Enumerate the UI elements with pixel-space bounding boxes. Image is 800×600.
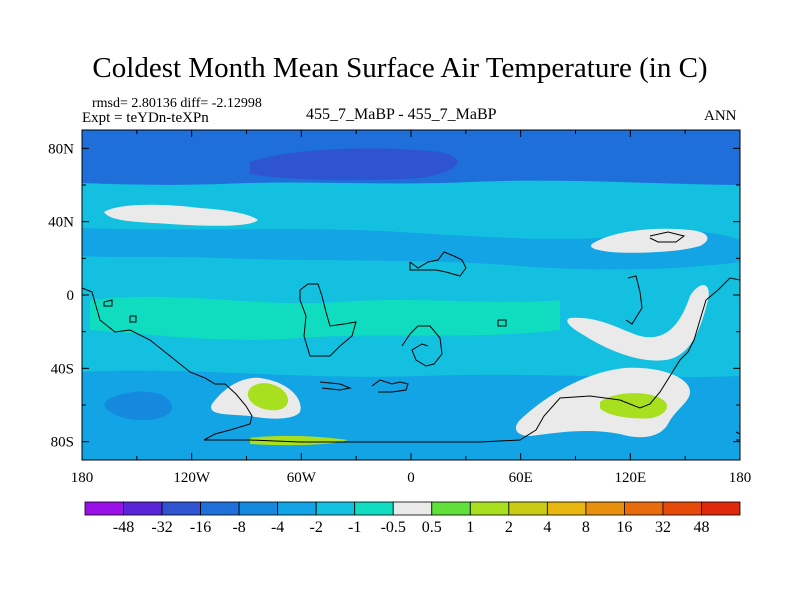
colorbar-box	[624, 501, 664, 516]
colorbar-label: 8	[582, 519, 590, 536]
y-axis: 80N 40N 0 40S 80S	[48, 141, 740, 451]
colorbar-label: 4	[543, 519, 551, 536]
x-tick-label: 180	[71, 470, 94, 486]
y-tick-label: 40N	[48, 215, 74, 231]
region-subtropical-band	[82, 228, 740, 270]
coastline-overlay	[82, 231, 740, 443]
chart-title: Coldest Month Mean Surface Air Temperatu…	[92, 52, 708, 84]
colorbar-box	[508, 501, 548, 516]
colorbar-label: -2	[310, 519, 323, 536]
colorbar-label: -0.5	[381, 519, 406, 536]
colorbar-label: 32	[655, 519, 671, 536]
colorbar-box	[238, 501, 279, 516]
colorbar-box	[392, 501, 433, 516]
colorbar-label: 1	[466, 519, 474, 536]
stats-experiment: Expt = teYDn-teXPn	[82, 110, 209, 126]
y-tick-label: 80S	[51, 435, 74, 451]
x-tick-label: 120E	[614, 470, 646, 486]
colorbar-box	[431, 501, 471, 516]
stats-rmsd-diff: rmsd= 2.80136 diff= -2.12998	[92, 96, 262, 111]
colorbar-label: -16	[190, 519, 211, 536]
colorbar-box	[123, 501, 163, 516]
colorbar: -48 -32 -16 -8 -4 -2 -1 -0.5 0.5 1 2 4 8 16 32 48	[84, 501, 741, 536]
colorbar-label: 0.5	[422, 519, 442, 536]
x-tick-label: 0	[407, 470, 415, 486]
region-tropical-warm	[90, 296, 560, 340]
x-axis: 180 120W 60W 0 60E 120E 180	[71, 130, 752, 486]
colorbar-box	[701, 501, 741, 516]
colorbar-box	[161, 501, 201, 516]
colorbar-box	[585, 501, 625, 516]
x-tick-label: 60E	[509, 470, 533, 486]
colorbar-box	[84, 501, 124, 516]
region-south-americas-warm-core	[247, 383, 289, 411]
colorbar-box	[200, 501, 240, 516]
region-east-white-streak	[567, 285, 709, 361]
colorbar-label: 16	[616, 519, 632, 536]
colorbar-label: -1	[348, 519, 361, 536]
colorbar-box	[469, 501, 510, 516]
x-tick-label: 180	[729, 470, 752, 486]
y-tick-label: 0	[67, 288, 75, 304]
colorbar-label: 48	[693, 519, 709, 536]
y-tick-label: 80N	[48, 141, 74, 157]
colorbar-label: -4	[271, 519, 284, 536]
region-southern-cool-patch	[104, 391, 173, 421]
season-label: ANN	[704, 108, 737, 124]
y-tick-label: 40S	[51, 361, 74, 377]
colorbar-label: -48	[113, 519, 134, 536]
plot-area	[82, 130, 740, 460]
colorbar-label: 2	[505, 519, 513, 536]
region-arctic-pool	[250, 148, 458, 181]
region-north-white-patch	[104, 204, 258, 226]
colorbar-box	[354, 501, 394, 516]
region-southern-edge-warm	[250, 435, 348, 446]
x-tick-label: 120W	[173, 470, 211, 486]
colorbar-label: -32	[151, 519, 172, 536]
colorbar-box	[315, 501, 356, 516]
colorbar-box	[546, 501, 587, 516]
colorbar-label: -8	[232, 519, 245, 536]
experiment-label: 455_7_MaBP - 455_7_MaBP	[306, 106, 497, 123]
colorbar-box	[662, 501, 702, 516]
x-tick-label: 60W	[287, 470, 317, 486]
colorbar-box	[277, 501, 317, 516]
